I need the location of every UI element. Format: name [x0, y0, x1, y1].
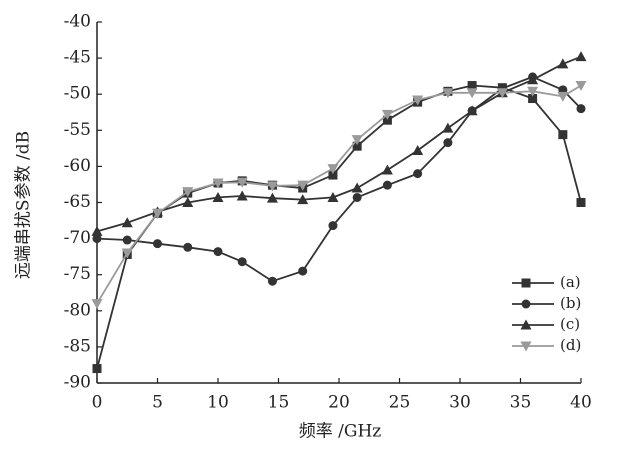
series-line: [96, 76, 582, 283]
x-tick-label: 0: [92, 393, 103, 413]
data-point: [496, 88, 508, 99]
y-tick-label: -90: [64, 373, 91, 393]
data-point: [327, 191, 339, 202]
data-point: [528, 94, 538, 104]
data-point: [527, 74, 539, 85]
data-point: [442, 122, 454, 133]
legend-label: (a): [560, 273, 581, 291]
x-tick-label: 5: [152, 393, 163, 413]
data-point: [557, 91, 569, 102]
data-point: [152, 208, 163, 219]
x-tick-label: 40: [570, 393, 592, 413]
data-point: [122, 235, 132, 245]
x-tick-label: 25: [389, 393, 411, 413]
data-point: [527, 86, 539, 97]
y-tick-label: -40: [64, 12, 91, 32]
legend-label: (d): [560, 336, 581, 354]
legend-marker: [520, 341, 532, 352]
y-tick-label: -85: [64, 336, 91, 356]
data-point: [352, 192, 362, 202]
legend-label: (c): [560, 315, 580, 333]
data-point: [266, 192, 278, 203]
data-point: [351, 135, 363, 146]
data-point: [576, 198, 586, 207]
y-tick-label: -50: [64, 84, 91, 104]
data-point: [576, 104, 586, 114]
legend-marker: [520, 319, 532, 330]
data-point: [266, 181, 278, 192]
data-point: [236, 190, 248, 201]
data-point: [121, 217, 133, 228]
data-point: [182, 187, 194, 198]
data-point: [92, 364, 102, 374]
data-point: [153, 239, 162, 249]
legend-label: (b): [560, 294, 581, 312]
data-point: [442, 88, 454, 99]
data-point: [412, 145, 424, 156]
data-point: [557, 58, 569, 69]
data-point: [382, 180, 392, 190]
data-point: [267, 276, 277, 286]
data-point: [92, 234, 102, 244]
data-point: [328, 221, 338, 231]
data-point: [381, 164, 393, 175]
data-point: [237, 257, 247, 267]
data-point: [236, 177, 248, 188]
y-tick-label: -80: [64, 300, 91, 320]
x-tick-label: 15: [268, 393, 290, 413]
data-point: [467, 81, 477, 91]
data-point: [381, 109, 393, 120]
data-point: [297, 194, 309, 205]
y-axis-label: 远端串扰S参数 /dB: [14, 131, 34, 279]
y-tick-label: -65: [64, 192, 91, 212]
data-point: [466, 105, 478, 116]
data-point: [182, 197, 194, 207]
x-tick-label: 30: [449, 393, 471, 413]
y-tick-label: -70: [64, 228, 91, 248]
data-point: [212, 178, 224, 189]
data-point: [183, 242, 193, 252]
x-axis-label: 频率 /GHz: [299, 422, 382, 442]
data-point: [328, 170, 338, 180]
y-tick-label: -60: [64, 156, 91, 176]
data-point: [91, 225, 103, 236]
data-point: [351, 182, 363, 193]
data-point: [91, 299, 103, 310]
legend-marker: [521, 299, 531, 309]
x-tick-label: 10: [207, 393, 229, 413]
data-point: [413, 169, 423, 179]
data-point: [298, 266, 308, 276]
data-point: [327, 164, 339, 175]
data-point: [575, 81, 587, 92]
series-line: [96, 84, 582, 369]
x-tick-label: 20: [328, 393, 350, 413]
series-line: [96, 55, 582, 233]
data-point: [466, 88, 478, 99]
data-point: [443, 138, 453, 148]
series-line: [96, 84, 582, 305]
data-point: [213, 247, 223, 257]
data-point: [121, 248, 133, 259]
y-tick-label: -45: [64, 48, 91, 68]
y-tick-label: -75: [64, 264, 91, 284]
y-tick-label: -55: [64, 120, 91, 140]
data-point: [575, 51, 587, 62]
x-tick-label: 35: [510, 393, 532, 413]
legend-marker: [521, 278, 531, 288]
data-point: [382, 115, 392, 125]
data-point: [297, 180, 309, 191]
data-point: [558, 130, 568, 140]
data-point: [412, 95, 424, 106]
data-point: [212, 191, 224, 202]
data-point: [352, 141, 362, 151]
